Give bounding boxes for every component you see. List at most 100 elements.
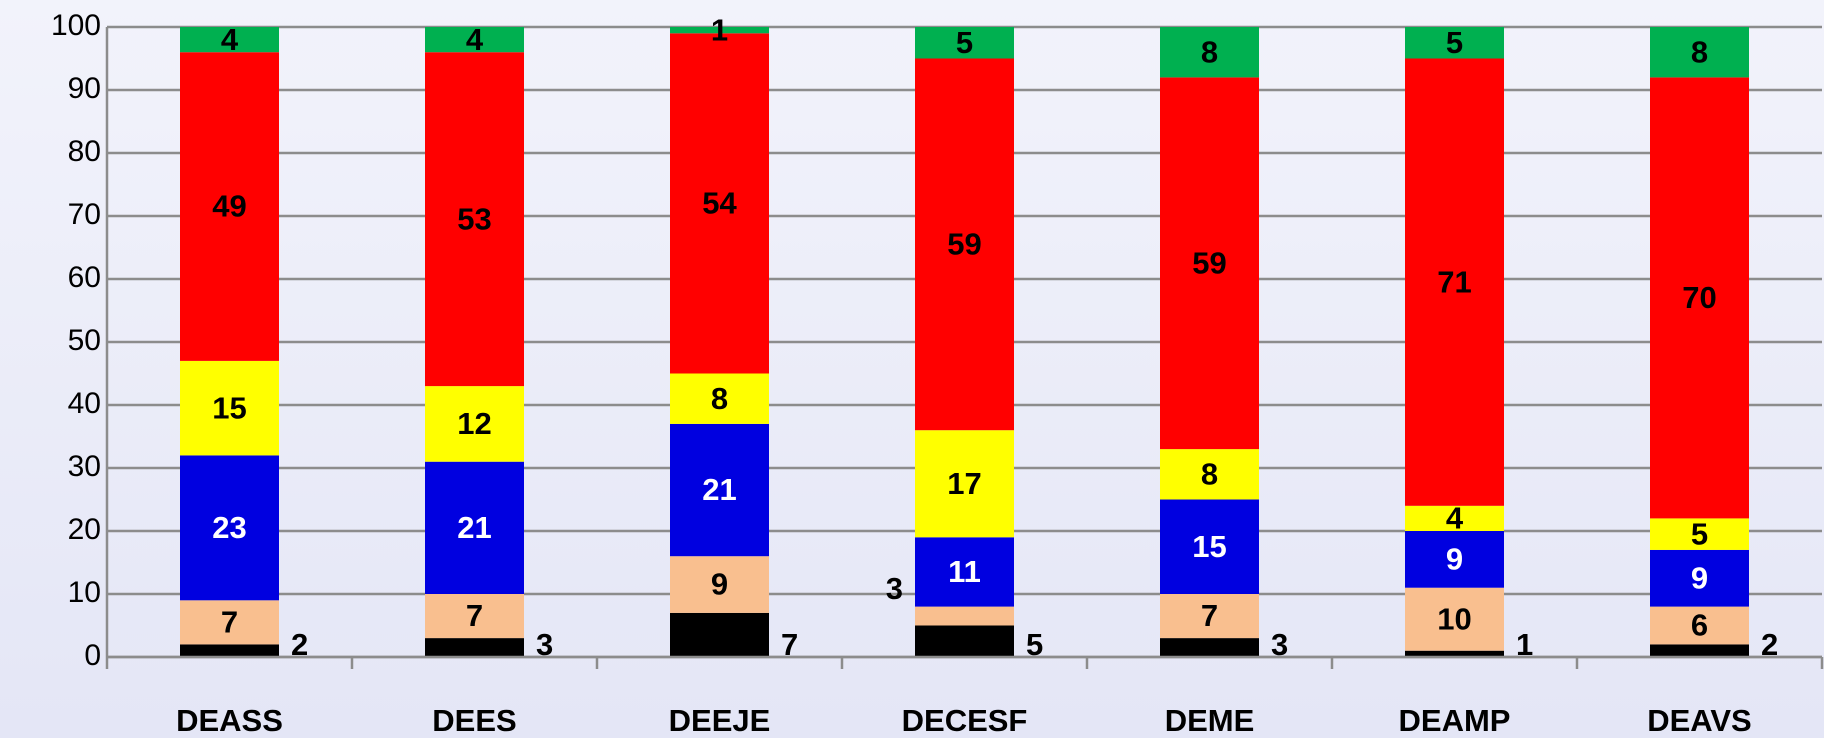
bar-segment bbox=[1405, 505, 1504, 531]
value-label: 59 bbox=[1192, 245, 1226, 280]
bar-segment bbox=[1650, 606, 1749, 645]
value-label: 2 bbox=[1761, 627, 1778, 662]
value-label: 11 bbox=[948, 554, 981, 589]
bar-segment bbox=[180, 455, 279, 601]
bar-segment bbox=[1405, 27, 1504, 59]
value-label: 23 bbox=[212, 510, 246, 545]
y-tick-label: 80 bbox=[68, 135, 101, 168]
value-label: 8 bbox=[1691, 34, 1708, 69]
bar-segment bbox=[1650, 518, 1749, 550]
value-label: 17 bbox=[947, 466, 981, 501]
value-label: 3 bbox=[886, 571, 903, 606]
y-tick-label: 70 bbox=[68, 198, 101, 231]
bar-segment bbox=[915, 537, 1014, 607]
value-label: 2 bbox=[291, 627, 308, 662]
bar-segment bbox=[670, 556, 769, 613]
bar-segment bbox=[180, 27, 279, 53]
value-label: 8 bbox=[1201, 456, 1218, 491]
bar-segment bbox=[180, 360, 279, 456]
value-label: 1 bbox=[711, 12, 728, 47]
bar-segment bbox=[1405, 531, 1504, 588]
value-label: 71 bbox=[1437, 264, 1471, 299]
y-tick-label: 0 bbox=[84, 639, 101, 672]
value-label: 3 bbox=[1271, 627, 1288, 662]
x-tick-label: DEASS bbox=[176, 703, 283, 738]
bar-segment bbox=[915, 58, 1014, 431]
value-label: 59 bbox=[947, 227, 981, 262]
x-tick-label: DEAVS bbox=[1647, 703, 1752, 738]
bar-segment bbox=[670, 423, 769, 557]
value-label: 7 bbox=[221, 605, 238, 640]
bar-segment bbox=[670, 612, 769, 657]
x-tick-label: DEES bbox=[432, 703, 516, 738]
bar-segment bbox=[425, 27, 524, 53]
value-label: 12 bbox=[457, 406, 491, 441]
value-label: 5 bbox=[1691, 516, 1708, 551]
value-label: 15 bbox=[1192, 529, 1226, 564]
bar-segment bbox=[1160, 27, 1259, 78]
bar-segment bbox=[1650, 27, 1749, 78]
value-label: 8 bbox=[711, 381, 728, 416]
value-label: 9 bbox=[711, 567, 728, 602]
y-tick-label: 50 bbox=[68, 324, 101, 357]
bar-segment bbox=[1160, 594, 1259, 639]
value-label: 21 bbox=[457, 510, 491, 545]
value-label: 70 bbox=[1682, 280, 1716, 315]
value-label: 5 bbox=[1026, 627, 1043, 662]
x-tick-label: DECESF bbox=[902, 703, 1028, 738]
value-label: 7 bbox=[1201, 598, 1218, 633]
y-tick-label: 60 bbox=[68, 261, 101, 294]
value-label: 53 bbox=[457, 201, 491, 236]
value-label: 4 bbox=[1446, 501, 1464, 536]
y-tick-label: 10 bbox=[68, 576, 101, 609]
bar-segment bbox=[1405, 650, 1504, 657]
value-label: 10 bbox=[1437, 601, 1471, 636]
bar-segment bbox=[180, 52, 279, 361]
x-tick-label: DEAMP bbox=[1399, 703, 1511, 738]
y-tick-label: 100 bbox=[51, 9, 101, 42]
bar-segment bbox=[425, 638, 524, 657]
bar-segment bbox=[1650, 77, 1749, 519]
bar-segment bbox=[915, 606, 1014, 626]
bar-segment bbox=[1405, 58, 1504, 506]
value-label: 54 bbox=[702, 186, 737, 221]
bar-segment bbox=[1160, 77, 1259, 450]
y-tick-label: 20 bbox=[68, 513, 101, 546]
bar-segment bbox=[180, 600, 279, 645]
value-label: 49 bbox=[212, 189, 246, 224]
y-tick-label: 40 bbox=[68, 387, 101, 420]
bar-segment bbox=[425, 52, 524, 387]
value-label: 9 bbox=[1446, 542, 1463, 577]
bar-segment bbox=[915, 430, 1014, 538]
value-label: 7 bbox=[781, 627, 798, 662]
bar-segment bbox=[1650, 644, 1749, 657]
bar-segment bbox=[670, 27, 769, 34]
value-label: 3 bbox=[536, 627, 553, 662]
y-tick-label: 30 bbox=[68, 450, 101, 483]
bar-segment bbox=[1650, 549, 1749, 607]
value-label: 5 bbox=[1446, 25, 1463, 60]
value-label: 21 bbox=[702, 472, 736, 507]
bar-segment bbox=[425, 461, 524, 594]
bar-segment bbox=[670, 373, 769, 424]
value-label: 15 bbox=[212, 390, 246, 425]
value-label: 4 bbox=[466, 22, 484, 57]
bar-segment bbox=[915, 27, 1014, 59]
value-label: 5 bbox=[956, 25, 973, 60]
value-label: 9 bbox=[1691, 560, 1708, 595]
bar-segment bbox=[425, 594, 524, 639]
value-label: 7 bbox=[466, 598, 483, 633]
value-label: 8 bbox=[1201, 34, 1218, 69]
value-label: 6 bbox=[1691, 608, 1708, 643]
value-label: 4 bbox=[221, 22, 239, 57]
bar-segment bbox=[1160, 449, 1259, 500]
bar-segment bbox=[180, 644, 279, 657]
bar-segment bbox=[915, 625, 1014, 657]
x-tick-label: DEME bbox=[1165, 703, 1255, 738]
bar-segment bbox=[425, 386, 524, 462]
x-tick-label: DEEJE bbox=[669, 703, 771, 738]
bar-segment bbox=[1405, 587, 1504, 651]
bar-segment bbox=[1160, 499, 1259, 594]
